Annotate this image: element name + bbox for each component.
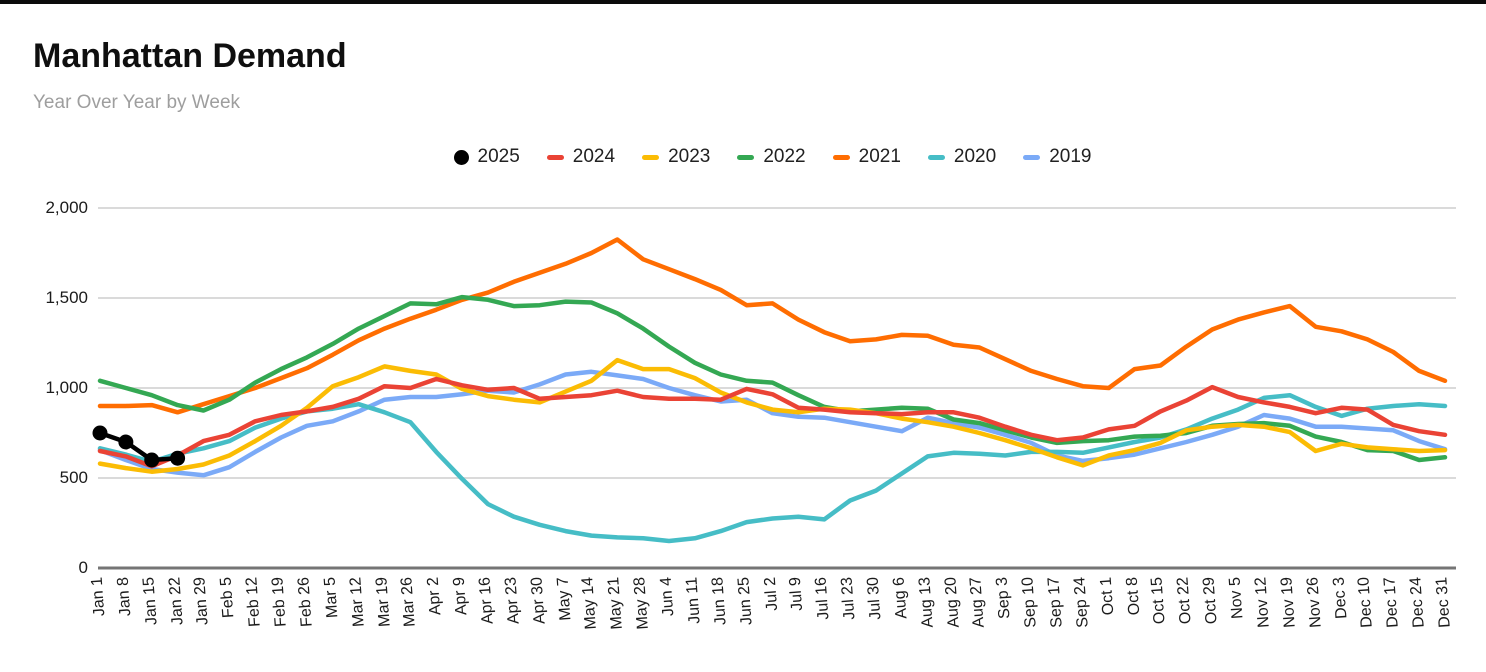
series-line-2019 bbox=[97, 369, 1448, 478]
legend-label-2022: 2022 bbox=[763, 146, 806, 167]
legend-item-2021: 2021 bbox=[832, 146, 901, 168]
y-axis-tick-label: 0 bbox=[78, 558, 88, 577]
x-axis-tick-label: Dec 24 bbox=[1407, 576, 1428, 629]
x-axis-tick-label: Mar 5 bbox=[321, 576, 342, 619]
x-axis-tick-label: Oct 8 bbox=[1123, 576, 1143, 616]
x-axis-tick-label: May 7 bbox=[554, 576, 575, 622]
y-axis-tick-label: 2,000 bbox=[45, 198, 88, 217]
series-line-2025 bbox=[97, 430, 180, 463]
x-axis-tick-label: Sep 24 bbox=[1071, 576, 1092, 629]
x-axis-tick-label: Jun 4 bbox=[657, 576, 678, 617]
x-axis-tick-label: Jan 8 bbox=[114, 576, 135, 617]
series-line-2024 bbox=[97, 376, 1448, 469]
legend-label-2020: 2020 bbox=[953, 146, 997, 167]
y-axis-tick-label: 1,000 bbox=[45, 378, 88, 397]
chart-legend: 2025 2024 2023 2022 2021 2020 2019 bbox=[100, 146, 1445, 168]
x-axis-tick-label: Nov 19 bbox=[1278, 576, 1299, 629]
x-axis-tick-label: Sep 10 bbox=[1019, 576, 1040, 629]
series-point-2025 bbox=[170, 450, 186, 466]
x-axis-tick-label: Nov 26 bbox=[1303, 576, 1325, 629]
series-point-2025 bbox=[118, 434, 134, 450]
x-axis-tick-label: Apr 9 bbox=[450, 576, 471, 616]
x-axis-tick-label: Apr 2 bbox=[424, 576, 445, 616]
legend-label-2019: 2019 bbox=[1049, 146, 1092, 167]
x-axis-tick-label: Jul 23 bbox=[838, 576, 859, 621]
legend-label-2025: 2025 bbox=[477, 146, 520, 167]
legend-dash-icon-2023 bbox=[642, 154, 660, 160]
x-axis-tick-label: Dec 31 bbox=[1433, 576, 1454, 629]
x-axis-tick-label: Oct 22 bbox=[1174, 576, 1195, 625]
x-axis-tick-label: Feb 5 bbox=[217, 576, 238, 619]
x-axis-tick-label: Mar 12 bbox=[346, 576, 368, 628]
x-axis-tick-label: Mar 19 bbox=[372, 576, 394, 628]
x-axis-tick-label: Sep 3 bbox=[993, 576, 1014, 620]
x-axis-tick-label: Aug 13 bbox=[915, 576, 937, 629]
legend-dash-icon-2019 bbox=[1023, 154, 1041, 160]
legend-label-2024: 2024 bbox=[572, 146, 616, 167]
x-axis-tick-label: Jun 11 bbox=[683, 576, 704, 625]
x-axis-tick-label: Jan 15 bbox=[140, 576, 161, 626]
series-point-2025 bbox=[92, 425, 108, 441]
legend-circle-icon-2025 bbox=[453, 149, 469, 165]
legend-dash-icon-2020 bbox=[927, 154, 945, 160]
x-axis-tick-label: Apr 30 bbox=[528, 576, 549, 625]
x-axis-tick-label: Jul 30 bbox=[864, 576, 885, 621]
legend-item-2019: 2019 bbox=[1023, 146, 1091, 168]
legend-item-2024: 2024 bbox=[546, 146, 616, 168]
x-axis-tick-label: Oct 15 bbox=[1148, 576, 1170, 625]
x-axis-tick-label: Apr 16 bbox=[476, 576, 497, 625]
x-axis-tick-label: May 28 bbox=[631, 576, 652, 631]
legend-label-2023: 2023 bbox=[668, 146, 711, 167]
x-axis-tick-label: Feb 12 bbox=[243, 576, 264, 628]
x-axis-tick-label: Jan 1 bbox=[88, 576, 109, 617]
x-axis-tick-label: Jan 22 bbox=[165, 576, 187, 626]
legend-dash-icon-2022 bbox=[737, 154, 755, 160]
x-axis-tick-label: Feb 26 bbox=[295, 576, 316, 628]
chart-title: Manhattan Demand bbox=[33, 37, 347, 75]
x-axis-tick-label: Feb 19 bbox=[269, 576, 290, 628]
x-axis-tick-label: Jun 18 bbox=[709, 576, 730, 626]
legend-item-2020: 2020 bbox=[927, 146, 997, 168]
x-axis-tick-label: Jul 2 bbox=[761, 576, 781, 612]
x-axis-tick-label: Oct 1 bbox=[1097, 576, 1118, 616]
window-top-border bbox=[0, 0, 1486, 4]
x-axis-tick-label: Apr 23 bbox=[502, 576, 523, 625]
legend-item-2022: 2022 bbox=[737, 146, 806, 168]
x-axis-tick-label: Nov 5 bbox=[1226, 576, 1247, 620]
x-axis-tick-label: Jul 16 bbox=[812, 576, 833, 621]
x-axis-tick-label: Oct 29 bbox=[1200, 576, 1221, 625]
legend-dash-icon-2021 bbox=[832, 154, 850, 160]
chart-subtitle: Year Over Year by Week bbox=[33, 92, 241, 113]
x-axis-tick-label: Nov 12 bbox=[1252, 576, 1273, 629]
series-line-2021 bbox=[97, 237, 1448, 415]
x-axis-tick-label: Aug 20 bbox=[941, 576, 963, 629]
legend-item-2023: 2023 bbox=[642, 146, 710, 168]
y-axis-tick-label: 500 bbox=[59, 468, 88, 487]
series-line-2022 bbox=[97, 294, 1448, 463]
series-line-2023 bbox=[97, 357, 1448, 474]
x-axis-tick-label: Aug 6 bbox=[890, 576, 911, 620]
x-axis-tick-label: Jun 25 bbox=[734, 576, 756, 626]
x-axis-tick-label: Sep 17 bbox=[1045, 576, 1066, 629]
legend-item-2025: 2025 bbox=[453, 146, 520, 168]
x-axis-tick-label: Jul 9 bbox=[787, 576, 807, 612]
x-axis-tick-label: Dec 17 bbox=[1381, 576, 1403, 629]
series-line-2020 bbox=[97, 392, 1448, 544]
y-axis-tick-label: 1,500 bbox=[45, 288, 88, 307]
legend-label-2021: 2021 bbox=[858, 146, 901, 167]
series-point-2025 bbox=[144, 452, 160, 468]
legend-dash-icon-2024 bbox=[546, 154, 564, 160]
x-axis-tick-label: Dec 3 bbox=[1330, 576, 1350, 620]
